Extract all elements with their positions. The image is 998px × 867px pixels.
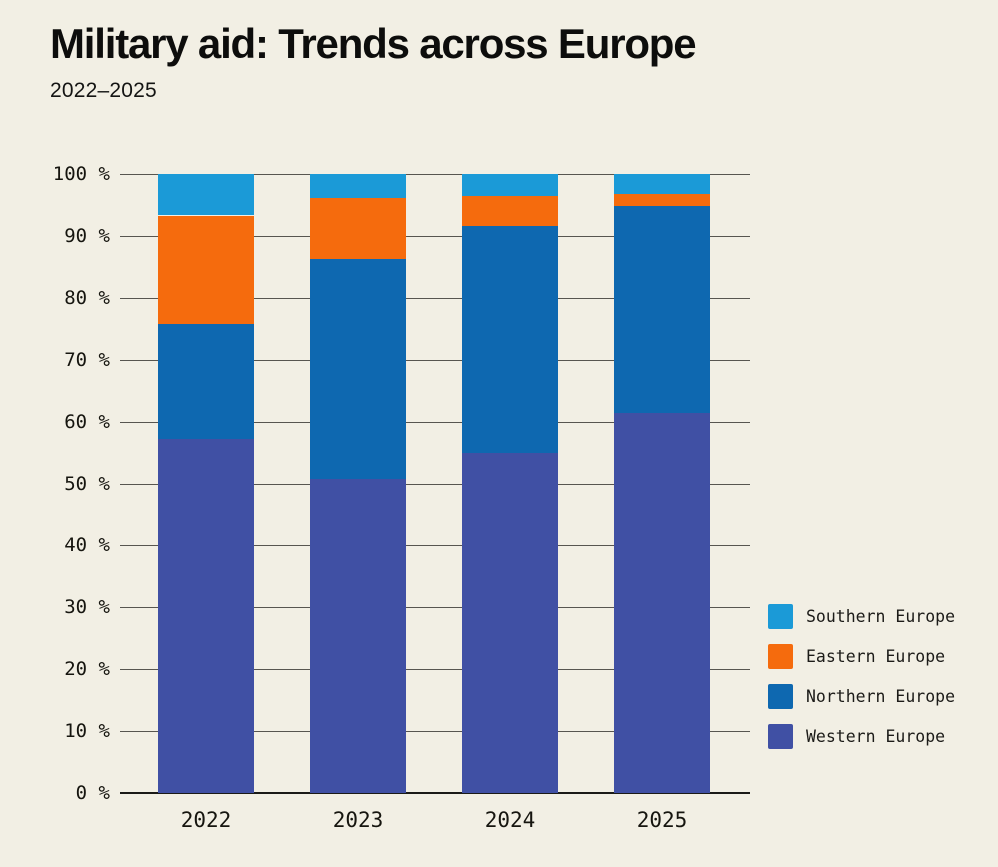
bar-2023 xyxy=(310,174,406,793)
bar-2022 xyxy=(158,174,254,793)
gridline-40 xyxy=(120,545,750,547)
gridline-90 xyxy=(120,235,750,237)
bar-segment-2023-eastern-europe xyxy=(310,197,406,260)
legend-item-western-europe: Western Europe xyxy=(768,724,955,749)
bar-segment-2022-northern-europe xyxy=(158,323,254,439)
gridline-100 xyxy=(120,174,750,175)
x-tick-label-2025: 2025 xyxy=(636,808,688,832)
bar-2025 xyxy=(614,174,710,793)
legend-label: Northern Europe xyxy=(806,687,956,706)
x-tick-label-2023: 2023 xyxy=(332,808,384,832)
plot-area xyxy=(120,174,750,794)
x-axis-line xyxy=(120,792,750,794)
legend-label: Eastern Europe xyxy=(806,647,946,666)
bar-segment-2024-eastern-europe xyxy=(462,196,558,226)
bar-2024 xyxy=(462,174,558,793)
bar-segment-2022-eastern-europe xyxy=(158,215,254,324)
legend-label: Southern Europe xyxy=(806,607,956,626)
bar-segment-2023-southern-europe xyxy=(310,174,406,198)
y-tick-label-20: 20 % xyxy=(64,658,110,681)
legend: Southern Europe Eastern Europe Northern Eu… xyxy=(768,604,955,764)
page-subtitle: 2022–2025 xyxy=(50,79,157,102)
gridline-20 xyxy=(120,669,750,671)
bar-segment-2023-western-europe xyxy=(310,479,406,793)
bar-segment-2024-southern-europe xyxy=(462,174,558,197)
gridline-10 xyxy=(120,731,750,733)
x-tick-label-2024: 2024 xyxy=(484,808,536,832)
bar-segment-2024-western-europe xyxy=(462,452,558,793)
bar-segment-2025-southern-europe xyxy=(614,174,710,194)
legend-item-eastern-europe: Eastern Europe xyxy=(768,644,955,669)
bar-segment-2023-northern-europe xyxy=(310,259,406,480)
bar-segment-2025-eastern-europe xyxy=(614,193,710,207)
y-tick-label-30: 30 % xyxy=(64,596,110,619)
y-tick-label-10: 10 % xyxy=(64,720,110,743)
gridline-30 xyxy=(120,607,750,609)
bar-segment-2025-northern-europe xyxy=(614,206,710,413)
gridline-70 xyxy=(120,359,750,361)
legend-swatch-icon xyxy=(768,604,793,629)
legend-swatch-icon xyxy=(768,644,793,669)
page-title: Military aid: Trends across Europe xyxy=(50,20,697,67)
gridline-80 xyxy=(120,297,750,299)
legend-swatch-icon xyxy=(768,724,793,749)
gridline-60 xyxy=(120,421,750,423)
legend-item-northern-europe: Northern Europe xyxy=(768,684,955,709)
bar-segment-2022-southern-europe xyxy=(158,174,254,216)
legend-label: Western Europe xyxy=(806,727,946,746)
y-tick-label-70: 70 % xyxy=(64,348,110,371)
y-tick-label-0: 0 % xyxy=(75,782,110,804)
gridline-50 xyxy=(120,483,750,485)
legend-swatch-icon xyxy=(768,684,793,709)
bar-segment-2024-northern-europe xyxy=(462,226,558,453)
bar-segment-2025-western-europe xyxy=(614,412,710,793)
y-tick-label-60: 60 % xyxy=(64,410,110,433)
legend-item-southern-europe: Southern Europe xyxy=(768,604,955,629)
y-tick-label-50: 50 % xyxy=(64,472,110,495)
y-tick-label-100: 100 % xyxy=(52,163,110,185)
y-tick-label-40: 40 % xyxy=(64,534,110,557)
y-tick-label-90: 90 % xyxy=(64,224,110,247)
y-tick-label-80: 80 % xyxy=(64,286,110,309)
x-tick-label-2022: 2022 xyxy=(180,808,232,832)
bar-segment-2022-western-europe xyxy=(158,438,254,793)
